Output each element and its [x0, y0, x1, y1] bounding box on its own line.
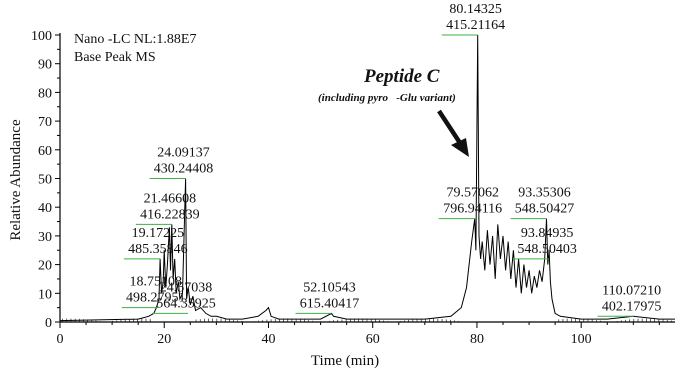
annotation-line: 402.17975	[602, 299, 662, 314]
annotation-line: 18.75108	[129, 275, 182, 290]
annotation-line: 796.94116	[443, 202, 502, 217]
y-axis-label: Relative Abundance	[8, 119, 24, 241]
annotation-line: 110.07210	[602, 283, 661, 298]
annotation-line: 415.21164	[446, 18, 505, 33]
y-tick-label: 80	[38, 86, 52, 101]
annotation-line: 79.57062	[446, 186, 499, 201]
x-tick-label: 20	[157, 332, 171, 347]
peptide-callout-subtitle: (including pyro -Glu variant)	[318, 92, 456, 104]
y-tick-label: 20	[38, 259, 52, 274]
annotation-line: 24.57038	[160, 280, 213, 295]
annotation-line: 498.27951	[126, 291, 186, 306]
annotation-line: 93.84935	[521, 226, 574, 241]
y-tick-label: 40	[38, 201, 52, 216]
y-tick-label: 100	[31, 29, 52, 44]
annotation-line: 485.35846	[128, 242, 188, 257]
y-tick-label: 10	[38, 287, 52, 302]
x-tick-label: 0	[57, 332, 64, 347]
peptide-callout-title: Peptide C	[363, 66, 440, 87]
trace-group	[59, 34, 675, 322]
inset-line-1: Nano -LC NL:1.88E7	[74, 32, 196, 47]
y-tick-label: 30	[38, 230, 52, 245]
annotation-line: 24.09137	[157, 146, 210, 161]
annotation-line: 52.10543	[303, 280, 356, 295]
annotation-line: 19.17225	[132, 226, 185, 241]
annotation-line: 430.24408	[154, 162, 214, 177]
annotation-line: 564.35925	[156, 296, 216, 311]
series-trace-line	[59, 34, 675, 322]
annotation-line: 548.50427	[515, 202, 575, 217]
x-tick-label: 80	[470, 332, 484, 347]
annotation-line: 80.14325	[449, 2, 502, 17]
x-tick-label: 60	[366, 332, 380, 347]
x-tick-label: 100	[571, 332, 592, 347]
tick-marks: 0 10 20 30 40 50 60 70 80 90 100 0 20 40 60 80 100	[31, 29, 660, 347]
annotation-line: 615.40417	[300, 296, 360, 311]
y-tick-label: 70	[38, 115, 52, 130]
x-axis-label: Time (min)	[311, 353, 379, 369]
callout-arrow	[437, 109, 469, 157]
annotation-line: 93.35306	[518, 186, 571, 201]
y-tick-label: 50	[38, 173, 52, 188]
annotation-line: 548.50403	[517, 242, 577, 257]
annotation-line: 21.46608	[144, 191, 197, 206]
annotation-leaders	[121, 34, 634, 317]
x-tick-label: 40	[261, 332, 275, 347]
axes	[59, 33, 675, 323]
y-tick-label: 60	[38, 144, 52, 159]
annotation-line: 416.22839	[140, 207, 200, 222]
y-tick-label: 90	[38, 58, 52, 73]
y-tick-label: 0	[45, 316, 52, 331]
inset-line-2: Base Peak MS	[74, 50, 156, 65]
